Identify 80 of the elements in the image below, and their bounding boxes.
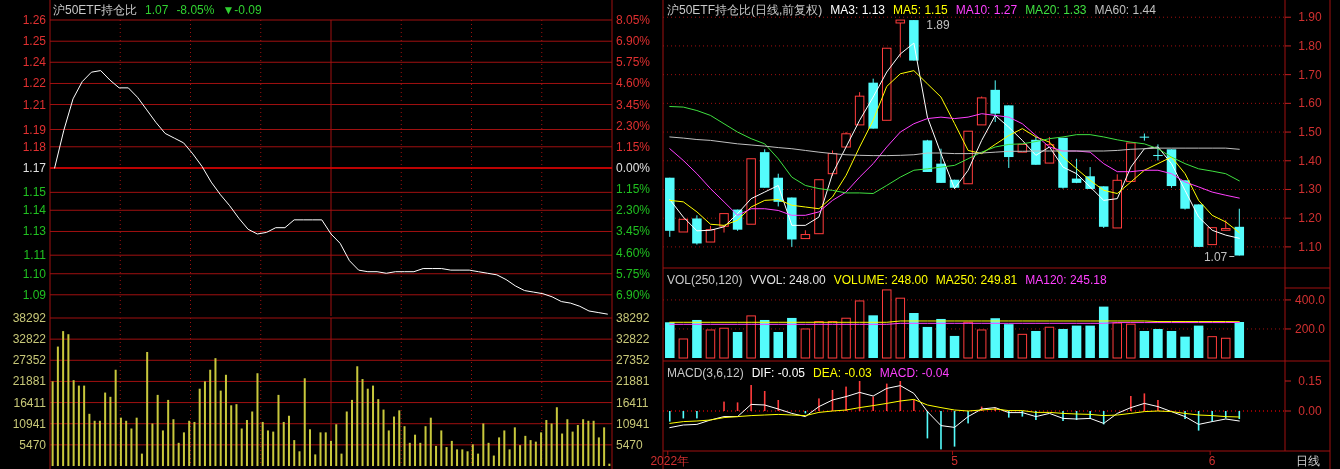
text: DEA: -0.03: [813, 366, 873, 380]
text: 日线: [1295, 454, 1320, 468]
y2-tick-label: 2.30%: [616, 118, 651, 133]
y2-tick-label: 6.90%: [616, 34, 651, 49]
y-tick-label: 32822: [12, 332, 47, 347]
x-tick-label: 5: [951, 454, 959, 468]
y-tick-label: 1.14: [22, 203, 47, 218]
y-tick-label: 1.18: [22, 139, 47, 154]
y2-tick-label: 0.00%: [616, 161, 651, 175]
y-tick-label: 10941: [12, 416, 47, 431]
y-tick-label: 27352: [12, 353, 47, 368]
y-tick-label: 38292: [12, 311, 47, 325]
chart-title: VOL(250,120): [667, 273, 743, 287]
y2-tick-label: 3.45%: [616, 224, 651, 239]
text: ▼-0.09: [222, 3, 262, 17]
y2-tick-label: 8.05%: [616, 13, 651, 27]
y-tick-label: 1.60: [1298, 96, 1322, 111]
text: 1.07: [145, 3, 169, 17]
y-tick-label: 1.17: [22, 161, 47, 175]
y-tick-label: 1.40: [1298, 153, 1322, 168]
y-tick-label: 1.15: [22, 185, 47, 200]
y-tick-label: 21881: [12, 374, 47, 389]
text: MA10: 1.27: [955, 3, 1018, 17]
text: MA250: 249.81: [935, 273, 1018, 287]
y-tick-label: 1.80: [1298, 38, 1322, 53]
y2-tick-label: 38292: [616, 311, 650, 325]
text: MA3: 1.13: [830, 3, 886, 17]
y-tick-label: 0.00: [1298, 404, 1322, 418]
y2-tick-label: 4.60%: [616, 76, 651, 91]
y-tick-label: 16411: [13, 395, 47, 410]
y-tick-label: 1.90: [1298, 10, 1322, 25]
y-tick-label: 1.10: [22, 266, 47, 281]
annotation: 1.07: [1203, 249, 1228, 264]
y-tick-label: 400.0: [1294, 292, 1326, 307]
y-tick-label: 1.11: [23, 248, 47, 263]
text: MA60: 1.44: [1094, 3, 1157, 17]
y-tick-label: 1.24: [22, 55, 47, 70]
series-label: MACD: -0.04: [879, 366, 950, 380]
y-tick-label: 1.26: [22, 13, 47, 27]
y2-tick-label: 21881: [616, 374, 650, 389]
y2-tick-label: 16411: [616, 395, 649, 410]
y-tick-label: 1.50: [1298, 125, 1322, 140]
y2-tick-label: 6.90%: [616, 287, 651, 302]
y-tick-label: 1.13: [22, 224, 47, 239]
y2-tick-label: 1.15%: [616, 139, 651, 154]
y-tick-label: 1.19: [22, 122, 47, 137]
text: DIF: -0.05: [751, 366, 806, 380]
y-tick-label: 1.09: [22, 287, 47, 302]
y2-tick-label: 5.75%: [616, 55, 651, 70]
x-tick-label: 2022年: [650, 454, 690, 468]
y-tick-label: 0.15: [1298, 374, 1322, 388]
y-tick-label: 1.22: [22, 76, 47, 91]
chart-title: 沪50ETF持仓比: [53, 3, 138, 17]
y2-tick-label: 5470: [616, 437, 644, 452]
y-tick-label: 1.30: [1298, 182, 1322, 197]
y-tick-label: 200.0: [1294, 321, 1326, 336]
y2-tick-label: 5.75%: [616, 266, 651, 281]
y2-tick-label: 1.15%: [616, 182, 651, 197]
annotation: VVOL: 248.00: [750, 273, 827, 287]
y-tick-label: 1.25: [22, 34, 47, 49]
y-tick-label: 5470: [19, 437, 47, 452]
text: MA5: 1.15: [893, 3, 949, 17]
y-tick-label: 1.10: [1298, 239, 1322, 254]
annotation: 1.89: [926, 18, 950, 33]
text: MA20: 1.33: [1025, 3, 1087, 17]
y2-tick-label: 32822: [616, 332, 650, 347]
y2-tick-label: 10941: [616, 416, 650, 431]
y2-tick-label: 4.60%: [616, 245, 651, 260]
annotation: VOLUME: 248.00: [833, 273, 929, 287]
text: MA120: 245.18: [1025, 273, 1107, 287]
x-tick-label: 6: [1208, 454, 1216, 468]
y2-tick-label: 2.30%: [616, 203, 651, 218]
y-tick-label: 1.70: [1298, 67, 1322, 82]
text: -8.05%: [176, 3, 215, 17]
y2-tick-label: 27352: [616, 353, 650, 368]
y2-tick-label: 3.45%: [616, 97, 651, 112]
chart-title: MACD(3,6,12): [667, 366, 744, 380]
chart-title: 沪50ETF持仓比(日线,前复权): [667, 3, 823, 17]
y-tick-label: 1.20: [1298, 211, 1322, 226]
y-tick-label: 1.21: [22, 97, 47, 112]
